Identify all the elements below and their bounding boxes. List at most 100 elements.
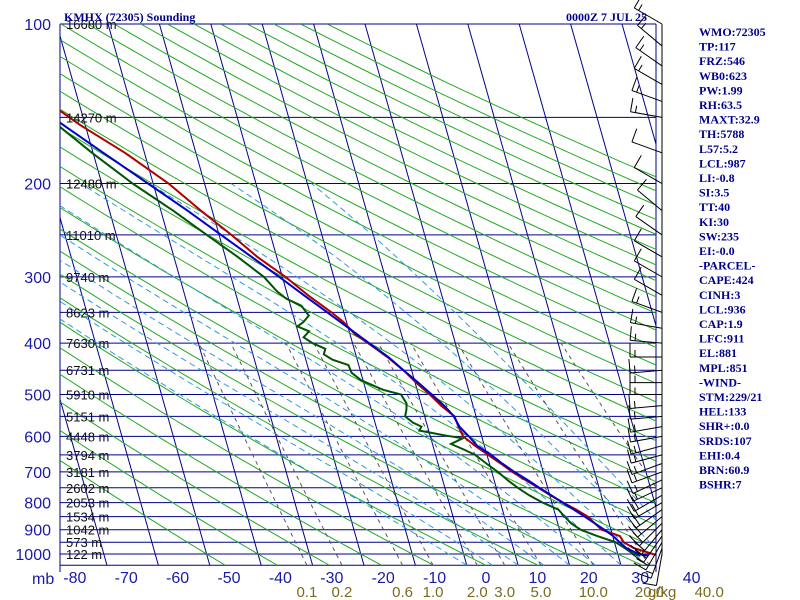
- wind-barb-shaft: [630, 369, 663, 374]
- temperature-tick-label: -10: [423, 570, 446, 587]
- wind-barb-flag: [633, 228, 642, 242]
- wind-barb-shaft: [630, 111, 663, 118]
- temperature-tick-label: 20: [580, 570, 598, 587]
- dry-adiabat: [60, 39, 656, 348]
- wind-barb-half-flag: [633, 445, 637, 453]
- pressure-tick-label: 200: [24, 177, 51, 194]
- moist-adiabats: [60, 183, 656, 566]
- wind-barb-shaft: [637, 24, 663, 47]
- dry-adiabat: [167, 24, 656, 266]
- parcel-line: [60, 121, 649, 557]
- moist-adiabat: [60, 281, 519, 566]
- sounding-index-item: LI:-0.8: [699, 171, 735, 185]
- mixing-ratio-tick-label: 0.6: [392, 584, 413, 600]
- sounding-index-item: LCL:987: [699, 156, 746, 170]
- dry-adiabat: [60, 24, 656, 331]
- sounding-index-item: LFC:911: [699, 332, 744, 346]
- wind-barb-flag: [628, 359, 631, 374]
- mixing-ratio-line: [285, 342, 404, 566]
- dry-adiabat: [60, 186, 656, 504]
- wind-barbs: [626, 0, 663, 587]
- wind-barb-flag: [628, 526, 638, 538]
- wind-barb-flag: [633, 562, 647, 571]
- dry-adiabat: [87, 24, 656, 314]
- wind-barb-flag: [627, 428, 631, 443]
- dry-adiabat: [60, 429, 278, 566]
- isotherm: [0, 24, 4, 565]
- chart-time: 0000Z 7 JUL 25: [566, 10, 647, 24]
- isotherm: [415, 24, 571, 566]
- moist-adiabat: [60, 205, 596, 566]
- mixing-ratio-line: [313, 342, 434, 566]
- sounding-index-item: BSHR:7: [699, 478, 742, 492]
- wind-barb-half-flag: [634, 484, 638, 492]
- mixing-ratio-tick-label: 10.0: [579, 584, 608, 600]
- wind-barb-flag: [637, 572, 652, 579]
- sounding-indices: WMO:72305TP:117FRZ:546WB0:623PW:1.99RH:6…: [699, 25, 766, 492]
- wind-barb-half-flag: [633, 424, 636, 432]
- pressure-tick-labels: 100 200 300 400 500 600 700 800 900 1000: [15, 17, 51, 564]
- wind-barb-flag: [635, 35, 645, 48]
- sounding-index-item: PW:1.99: [699, 83, 743, 97]
- mixing-ratio-line: [198, 342, 308, 566]
- mixing-ratio-tick-label: 5.0: [530, 584, 551, 600]
- wind-barb-flag: [626, 506, 635, 519]
- height-label: 7630 m: [66, 336, 109, 351]
- pressure-tick-label: 800: [24, 496, 51, 513]
- dry-adiabat: [60, 347, 434, 566]
- sounding-index-item: HEL:133: [699, 405, 746, 419]
- mixing-ratio-line: [410, 342, 542, 566]
- height-label: 11010 m: [66, 228, 116, 243]
- wind-barb-flag: [626, 449, 632, 464]
- isotherm: [60, 215, 159, 566]
- mixing-ratio-tick-label: 1.0: [423, 584, 444, 600]
- wind-barb-half-flag: [638, 4, 643, 11]
- wind-barb-shaft: [630, 415, 663, 420]
- wind-barb-half-flag: [636, 85, 640, 93]
- sounding-index-item: BRN:60.9: [699, 463, 749, 477]
- dry-adiabat: [60, 127, 656, 442]
- isotherm: [518, 24, 656, 510]
- mixing-ratio-line: [353, 342, 478, 566]
- pressure-tick-label: 500: [24, 388, 51, 405]
- sounding-index-item: EI:-0.0: [699, 244, 735, 258]
- wind-barb-half-flag: [633, 365, 636, 373]
- wind-barb-flag: [626, 488, 634, 502]
- sounding-index-item: FRZ:546: [699, 54, 745, 68]
- height-label: 5910 m: [66, 388, 109, 403]
- height-label: 5151 m: [66, 409, 109, 424]
- height-label: 16680 m: [66, 17, 117, 32]
- wind-barb-flag: [633, 0, 640, 9]
- pressure-tick-label: 400: [24, 336, 51, 353]
- temperature-tick-label: 40: [683, 570, 701, 587]
- temperature-tick-label: 30: [631, 570, 649, 587]
- wind-barb-shaft: [630, 454, 663, 464]
- wind-barb-shaft: [632, 479, 663, 494]
- mixing-ratio-line: [230, 342, 343, 566]
- dry-adiabat: [60, 90, 656, 403]
- temperature-tick-label: -80: [63, 570, 86, 587]
- wind-barb-flag: [631, 513, 641, 526]
- moist-adiabat: [149, 183, 648, 566]
- wind-barb-flag: [626, 461, 633, 475]
- dry-adiabat: [193, 24, 656, 250]
- temperature-tick-label: -40: [269, 570, 292, 587]
- pressure-tick-label: 600: [24, 429, 51, 446]
- wind-barb-shaft: [634, 260, 663, 278]
- moist-adiabat: [311, 183, 656, 521]
- height-label: 9740 m: [66, 270, 109, 285]
- dry-adiabat: [60, 401, 330, 566]
- dry-adiabat: [60, 108, 656, 422]
- height-labels: 16680 m 14270 m 12480 m 11010 m 9740 m 8623 m…: [66, 17, 117, 562]
- temperature-tick-label: -30: [320, 570, 343, 587]
- mixing-ratio-tick-label: 0.2: [331, 584, 352, 600]
- temperature-tick-label: 0: [482, 570, 491, 587]
- height-label: 12480 m: [66, 177, 117, 192]
- wind-barb-shaft: [655, 553, 663, 586]
- wind-barb-flag: [633, 266, 642, 280]
- sounding-index-item: TP:117: [699, 40, 736, 54]
- dry-adiabat: [60, 459, 226, 566]
- wind-barb-flag: [633, 155, 642, 168]
- moist-adiabat: [60, 259, 545, 566]
- moist-adiabat: [230, 183, 656, 550]
